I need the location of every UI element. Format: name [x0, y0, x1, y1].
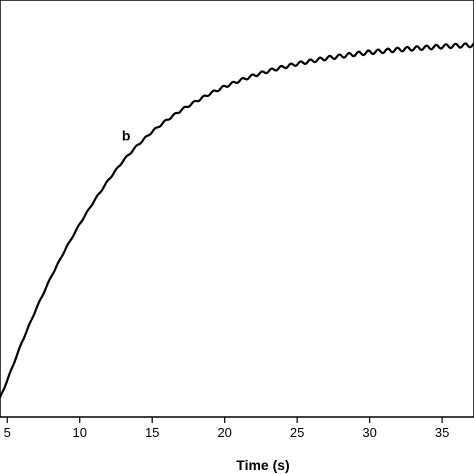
annotations: b [122, 128, 131, 144]
series-line [0, 42, 474, 399]
x-axis-ticks: 5 10 15 20 25 30 35 [4, 417, 449, 440]
x-axis-title: Time (s) [236, 457, 289, 473]
x-tick-label: 10 [72, 425, 86, 440]
x-tick-label: 35 [435, 425, 449, 440]
annotation-label: b [122, 128, 131, 144]
x-tick-label: 15 [145, 425, 159, 440]
plot-frame [0, 0, 474, 418]
x-tick-label: 5 [4, 425, 11, 440]
x-tick-label: 30 [362, 425, 376, 440]
x-tick-label: 20 [217, 425, 231, 440]
x-tick-label: 25 [290, 425, 304, 440]
